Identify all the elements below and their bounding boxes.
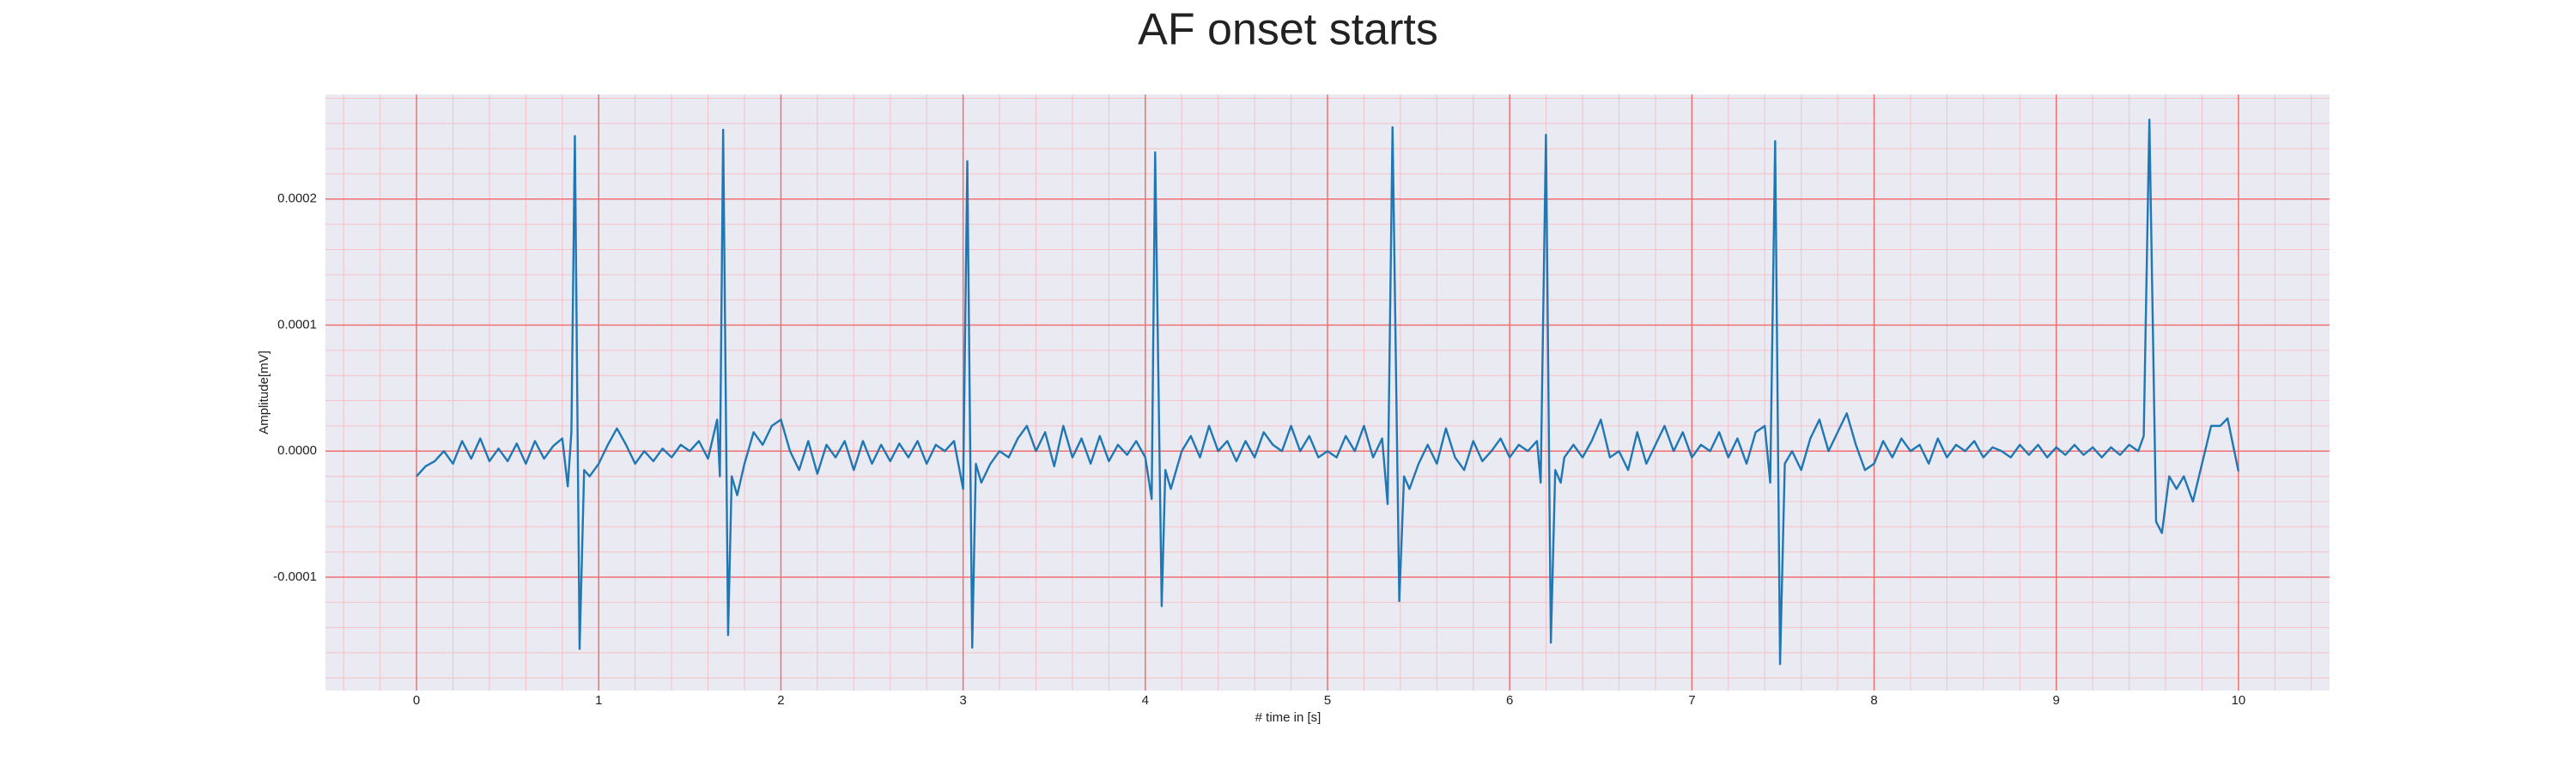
x-tick-label: 1 <box>595 693 602 708</box>
y-tick-label: 0.0000 <box>277 443 317 458</box>
chart-title: AF onset starts <box>1138 5 1438 55</box>
x-tick-label: 5 <box>1324 693 1331 708</box>
x-tick-label: 2 <box>777 693 784 708</box>
x-tick-label: 7 <box>1688 693 1695 708</box>
y-axis-label: Amplitude[mV] <box>257 350 271 435</box>
x-tick-label: 9 <box>2053 693 2060 708</box>
x-axis-label: # time in [s] <box>1255 710 1321 725</box>
x-tick-label: 3 <box>959 693 966 708</box>
y-tick-label: -0.0001 <box>273 569 317 584</box>
y-tick-label: 0.0002 <box>277 192 317 206</box>
x-tick-label: 8 <box>1870 693 1877 708</box>
y-tick-label: 0.0001 <box>277 317 317 332</box>
x-tick-label: 10 <box>2232 693 2246 708</box>
x-tick-label: 4 <box>1142 693 1149 708</box>
x-tick-label: 0 <box>413 693 420 708</box>
ecg-line <box>416 119 2240 666</box>
x-tick-label: 6 <box>1506 693 1513 708</box>
